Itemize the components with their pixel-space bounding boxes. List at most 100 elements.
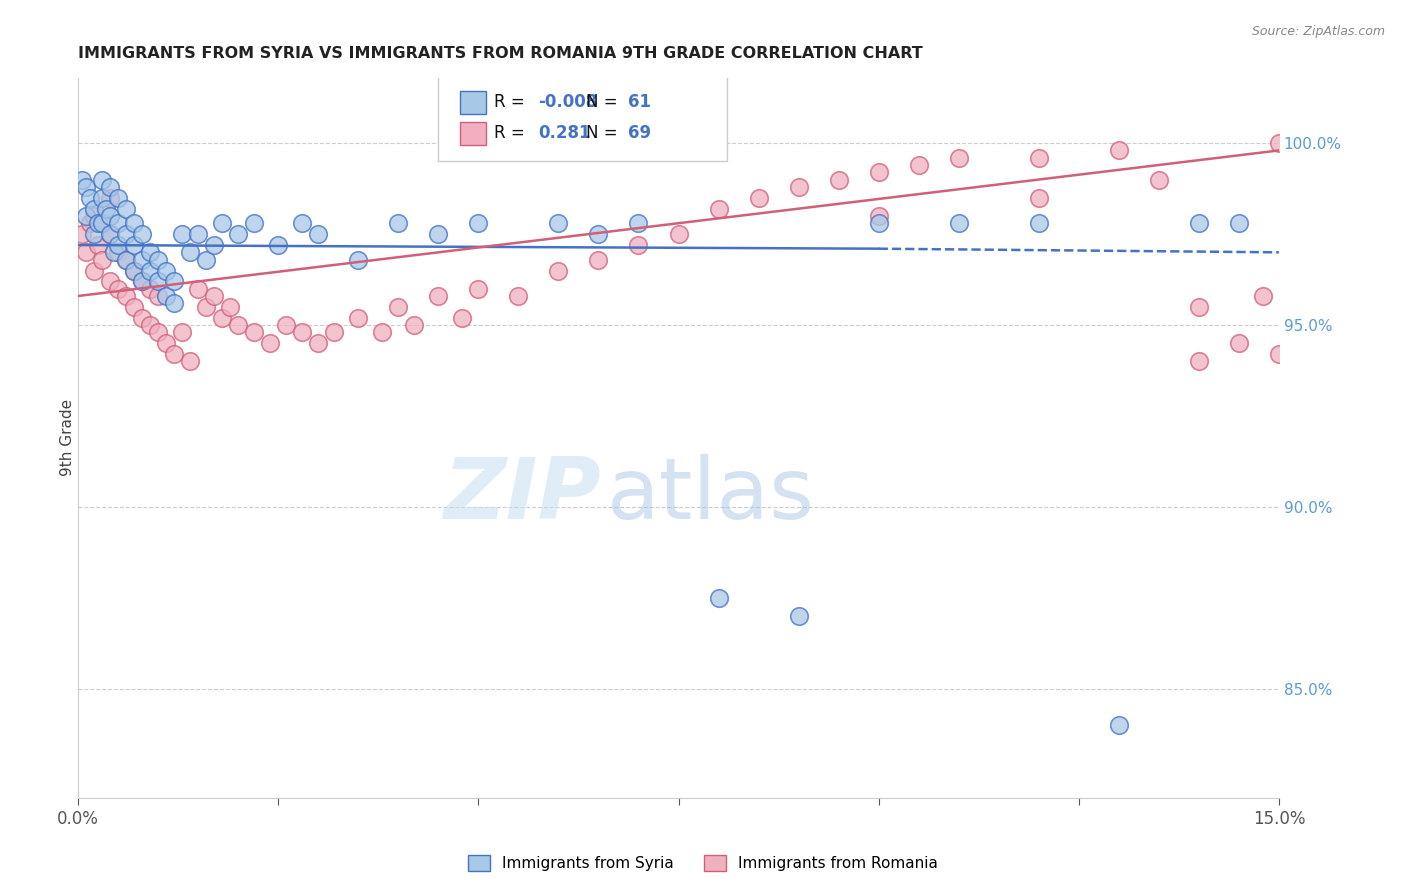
Point [827,172,849,186]
Point [948,216,970,230]
Point [146,252,169,267]
Point [948,151,970,165]
Point [467,282,489,296]
Point [627,216,650,230]
Point [107,238,129,252]
Text: Source: ZipAtlas.com: Source: ZipAtlas.com [1251,25,1385,38]
Text: 0.281: 0.281 [538,124,591,142]
Point [131,227,153,241]
Point [787,609,810,624]
Text: 69: 69 [628,124,651,142]
Point [83,202,105,216]
Point [1251,289,1274,303]
Point [107,282,129,296]
Point [98,275,121,289]
Point [387,216,409,230]
Point [75,179,97,194]
Point [163,275,186,289]
Point [787,179,810,194]
Point [323,326,346,340]
Point [115,227,138,241]
Point [70,172,93,186]
Point [103,245,125,260]
Point [1188,216,1211,230]
Point [907,158,929,172]
Point [187,227,209,241]
Point [163,347,186,361]
Point [259,336,281,351]
Point [98,179,121,194]
Point [1227,336,1250,351]
Point [1268,347,1291,361]
Point [155,289,177,303]
Point [276,318,298,332]
Point [707,202,730,216]
Point [267,238,290,252]
Point [115,289,138,303]
Point [146,275,169,289]
Point [163,296,186,310]
Point [868,165,890,179]
Point [547,216,569,230]
Point [627,238,650,252]
Point [115,202,138,216]
Point [83,263,105,277]
Point [107,216,129,230]
Point [547,263,569,277]
Point [291,326,314,340]
Point [868,209,890,223]
Point [91,191,114,205]
Point [187,282,209,296]
Point [91,172,114,186]
Point [1268,136,1291,150]
Point [347,252,370,267]
Point [508,289,530,303]
Text: N =: N = [586,93,617,112]
Point [98,209,121,223]
Text: 61: 61 [628,93,651,112]
Point [371,326,394,340]
Point [122,300,145,314]
Point [404,318,426,332]
Point [387,300,409,314]
Point [195,300,218,314]
Point [202,238,225,252]
Point [172,326,194,340]
Point [87,216,110,230]
Point [1108,144,1130,158]
Point [122,263,145,277]
Point [146,289,169,303]
Point [79,191,101,205]
Point [1108,718,1130,732]
Point [139,245,162,260]
Text: atlas: atlas [606,454,814,537]
Point [139,263,162,277]
Point [451,310,474,325]
Point [226,318,249,332]
Point [427,289,450,303]
Point [131,252,153,267]
Point [79,216,101,230]
Point [427,227,450,241]
Point [291,216,314,230]
Point [588,227,610,241]
Text: R =: R = [494,124,524,142]
Point [202,289,225,303]
Point [211,216,233,230]
FancyBboxPatch shape [439,74,727,161]
Point [1028,191,1050,205]
Point [87,238,110,252]
Point [588,252,610,267]
Point [1028,216,1050,230]
Point [122,263,145,277]
Point [243,216,266,230]
Point [243,326,266,340]
Point [91,216,114,230]
Point [307,336,329,351]
Point [139,318,162,332]
Point [75,245,97,260]
Bar [460,91,486,113]
Point [94,202,117,216]
Point [98,227,121,241]
Point [707,591,730,605]
